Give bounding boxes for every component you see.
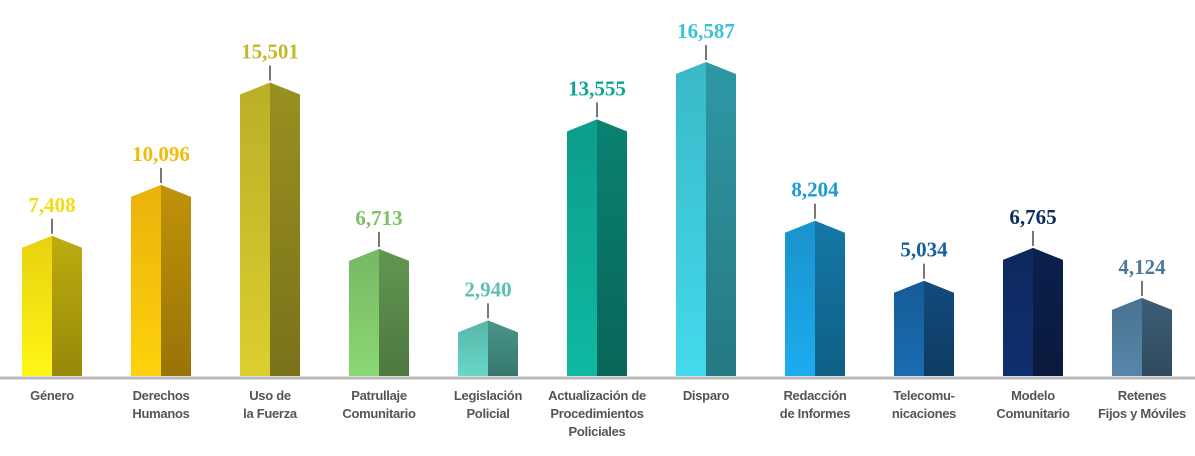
category-label: Retenes Fijos y Móviles — [1098, 388, 1186, 421]
category-label: Redacción de Informes — [779, 388, 851, 421]
bar-face-left — [240, 82, 270, 377]
bar-face-right — [270, 82, 300, 377]
bar — [676, 62, 736, 376]
category-label: Género — [30, 388, 74, 403]
value-label: 15,501 — [241, 40, 299, 64]
bar-face-right — [924, 280, 954, 376]
category-label: Patrullaje Comunitario — [342, 388, 416, 421]
bar-face-left — [567, 119, 597, 376]
category-label: Legislación Policial — [453, 388, 523, 421]
value-label: 2,940 — [464, 277, 511, 301]
bar-face-right — [488, 320, 518, 376]
bar-face-left — [22, 235, 52, 376]
bar-face-right — [597, 119, 627, 376]
category-label: Actualización de Procedimientos Policial… — [548, 388, 646, 439]
value-label: 7,408 — [28, 193, 75, 217]
bar — [785, 220, 845, 376]
bar — [1112, 297, 1172, 376]
bar — [1003, 247, 1063, 376]
bar — [567, 119, 627, 376]
category-label: Telecomu- nicaciones — [891, 388, 957, 421]
category-label: Disparo — [682, 388, 730, 403]
bar-face-left — [1003, 247, 1033, 376]
bar — [131, 184, 191, 376]
bar — [458, 320, 518, 376]
bar-face-left — [676, 62, 706, 376]
bar-face-right — [1142, 297, 1172, 376]
bar-face-left — [785, 220, 815, 376]
value-label: 13,555 — [568, 76, 626, 100]
value-label: 6,765 — [1009, 205, 1056, 229]
category-label: Uso de la Fuerza — [243, 388, 297, 421]
value-label: 6,713 — [355, 206, 402, 230]
bar-face-left — [131, 184, 161, 376]
value-label: 8,204 — [791, 178, 839, 202]
bar — [894, 280, 954, 376]
bar-face-right — [379, 248, 409, 376]
value-label: 16,587 — [677, 19, 735, 43]
bar-face-right — [1033, 247, 1063, 376]
bar-face-right — [815, 220, 845, 376]
value-label: 4,124 — [1118, 255, 1166, 279]
bar-face-right — [706, 62, 736, 376]
bar-face-left — [349, 248, 379, 376]
category-label: Derechos Humanos — [132, 388, 190, 421]
bar-face-left — [894, 280, 924, 376]
bar-face-right — [52, 235, 82, 376]
bar — [349, 248, 409, 376]
bar-face-left — [1112, 297, 1142, 376]
value-label: 5,034 — [900, 238, 948, 262]
bar — [22, 235, 82, 376]
value-label: 10,096 — [132, 142, 190, 166]
category-label: Modelo Comunitario — [996, 388, 1070, 421]
bar-face-left — [458, 320, 488, 376]
bar-face-right — [161, 184, 191, 376]
bar — [240, 82, 300, 377]
